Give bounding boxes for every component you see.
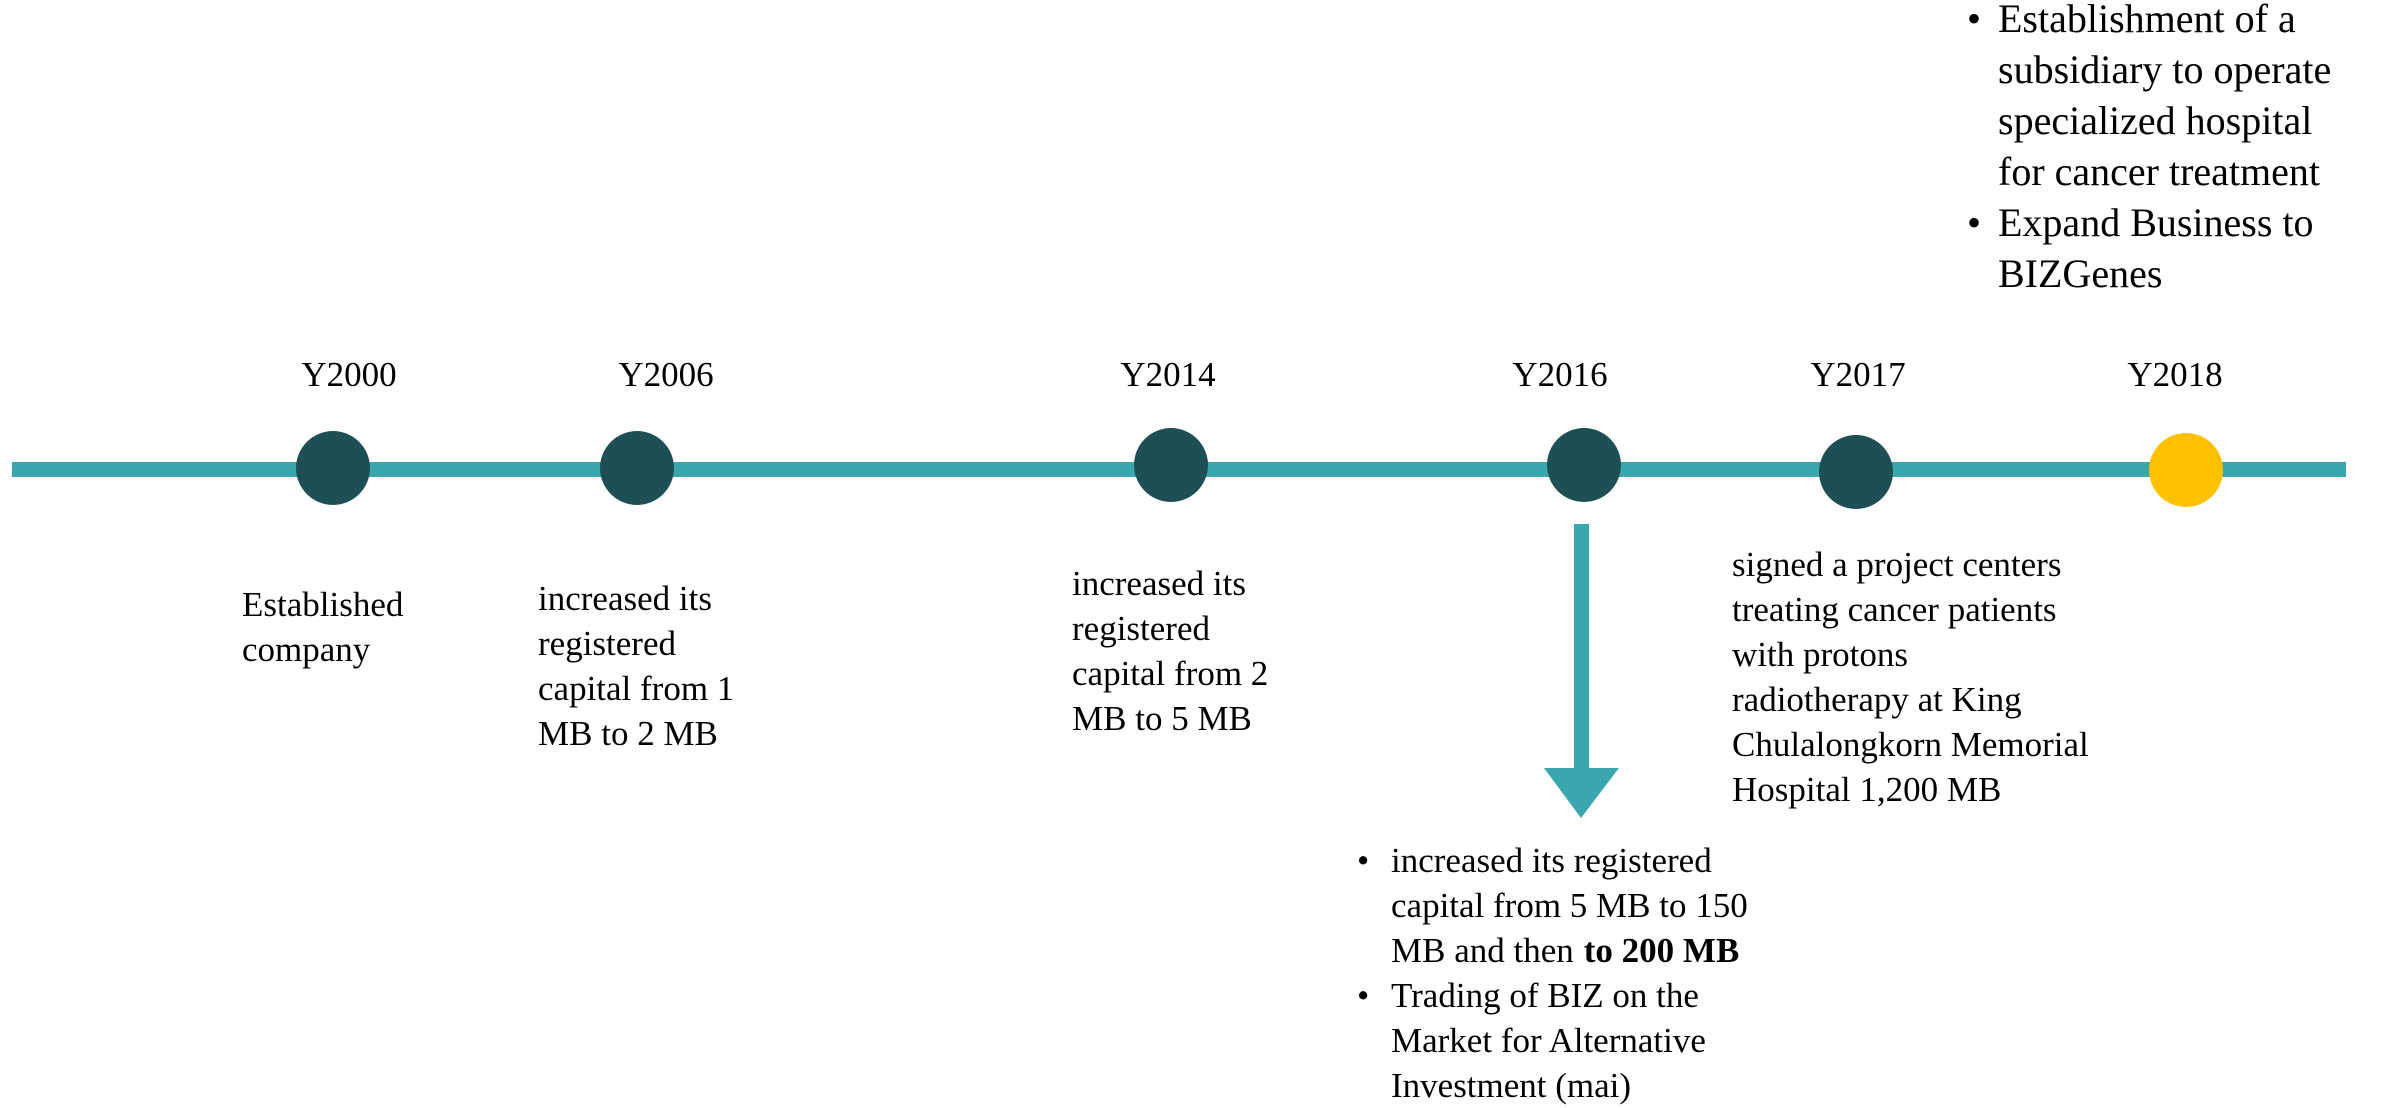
description-line: registered bbox=[538, 624, 676, 663]
bullet-line: specialized hospital bbox=[1998, 98, 2312, 143]
arrow-shaft bbox=[1574, 524, 1589, 774]
bullet-marker: • bbox=[1967, 0, 1981, 41]
year-label: Y2000 bbox=[301, 355, 396, 394]
year-label: Y2014 bbox=[1120, 355, 1215, 394]
description-line: capital from 2 bbox=[1072, 654, 1268, 693]
description-line: Hospital 1,200 MB bbox=[1732, 770, 2001, 809]
milestone-dot bbox=[2149, 433, 2223, 507]
description-line: MB to 2 MB bbox=[538, 714, 718, 753]
bullet-line: Market for Alternative bbox=[1391, 1021, 1706, 1060]
bullet-line: Expand Business to bbox=[1998, 200, 2314, 245]
bullet-bold-text: to 200 MB bbox=[1584, 931, 1740, 970]
bullet-marker: • bbox=[1357, 841, 1369, 880]
bullet-line: increased its registered bbox=[1391, 841, 1712, 880]
bullet-line: subsidiary to operate bbox=[1998, 47, 2331, 92]
description-line: registered bbox=[1072, 609, 1210, 648]
milestone-dot bbox=[1547, 428, 1621, 502]
bullet-text: MB and then bbox=[1391, 931, 1574, 970]
description-line: capital from 1 bbox=[538, 669, 734, 708]
bullet-line: Trading of BIZ on the bbox=[1391, 976, 1699, 1015]
description-line: increased its bbox=[1072, 564, 1246, 603]
bullet-line: capital from 5 MB to 150 bbox=[1391, 886, 1748, 925]
arrow-head bbox=[1544, 768, 1619, 818]
bullet-line: Investment (mai) bbox=[1391, 1066, 1631, 1105]
bullet-marker: • bbox=[1967, 200, 1981, 245]
description-line: treating cancer patients bbox=[1732, 590, 2057, 629]
year-label: Y2018 bbox=[2127, 355, 2222, 394]
bullet-line: for cancer treatment bbox=[1998, 149, 2320, 194]
description-line: Chulalongkorn Memorial bbox=[1732, 725, 2089, 764]
bullet-line: MB and then to 200 MB bbox=[1391, 931, 1739, 970]
bullet-line: BIZGenes bbox=[1998, 251, 2162, 296]
year-label: Y2006 bbox=[618, 355, 713, 394]
description-line: increased its bbox=[538, 579, 712, 618]
milestone-dot bbox=[600, 431, 674, 505]
description-line: Established bbox=[242, 585, 404, 624]
bullet-marker: • bbox=[1357, 976, 1369, 1015]
year-label: Y2017 bbox=[1810, 355, 1905, 394]
description-line: radiotherapy at King bbox=[1732, 680, 2022, 719]
description-line: signed a project centers bbox=[1732, 545, 2061, 584]
description-line: with protons bbox=[1732, 635, 1908, 674]
description-line: MB to 5 MB bbox=[1072, 699, 1252, 738]
milestone-dot bbox=[296, 431, 370, 505]
year-label: Y2016 bbox=[1512, 355, 1607, 394]
milestone-dot bbox=[1134, 428, 1208, 502]
milestone-dot bbox=[1819, 435, 1893, 509]
bullet-line: Establishment of a bbox=[1998, 0, 2296, 41]
description-line: company bbox=[242, 630, 371, 669]
